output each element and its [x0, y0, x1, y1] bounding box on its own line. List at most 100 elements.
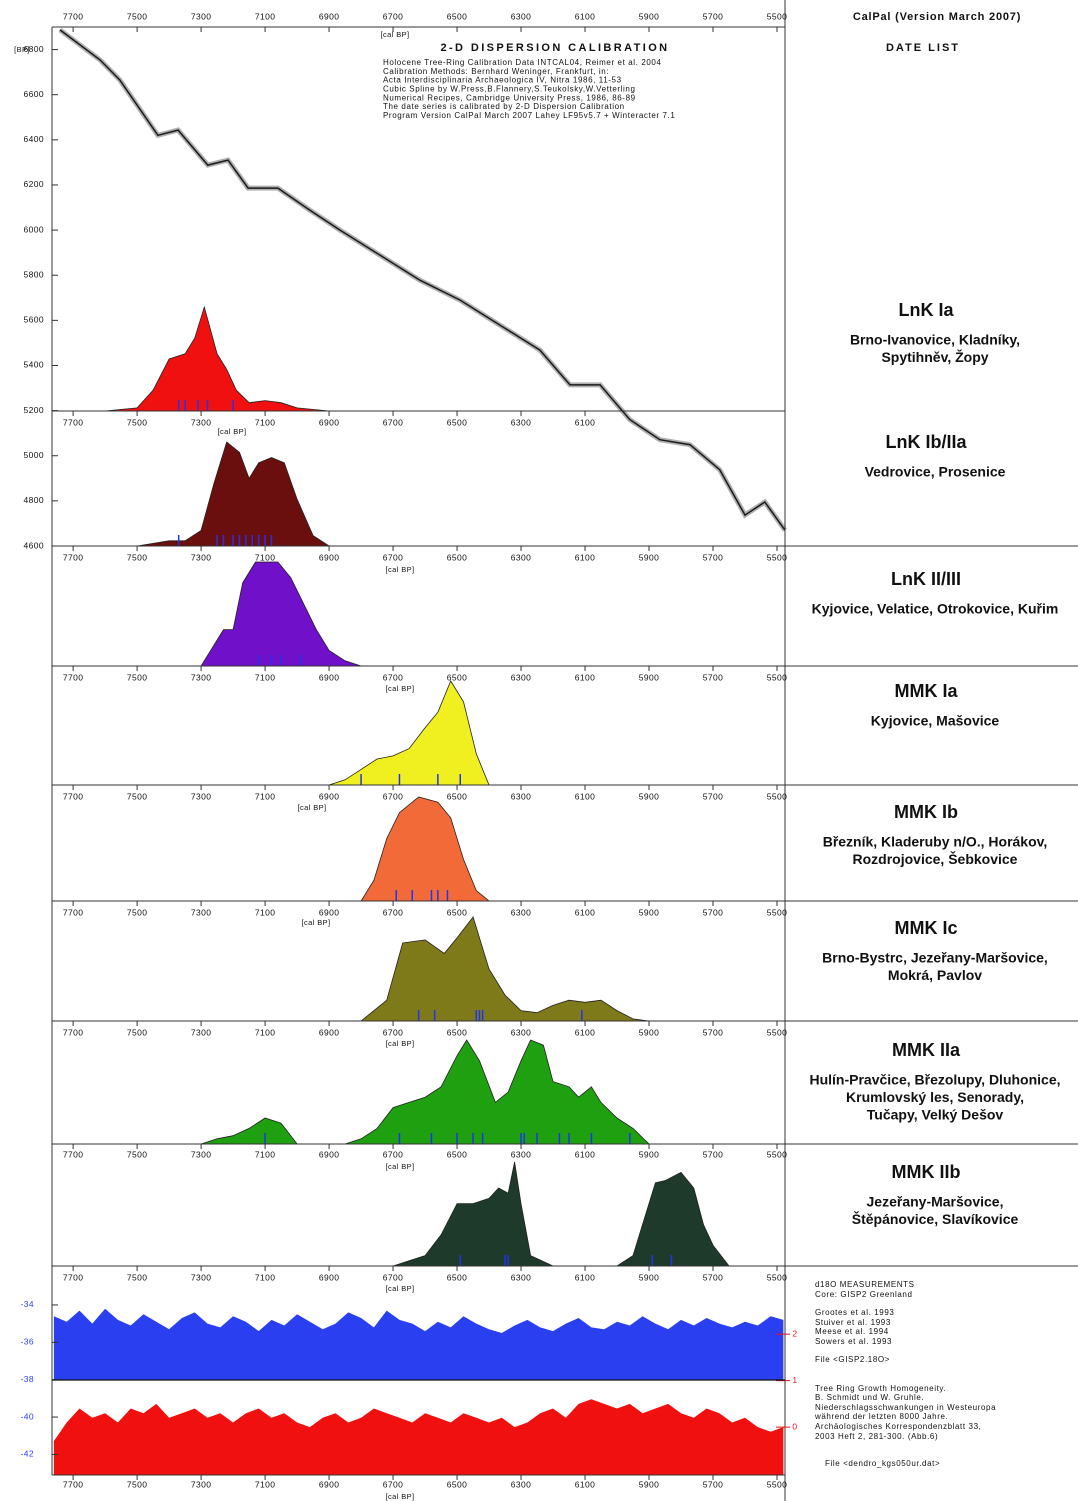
note: während der letzten 8000 Jahre.: [814, 1412, 948, 1421]
x-tick-label: 6900: [319, 1479, 340, 1489]
note: Holocene Tree-Ring Calibration Data INTC…: [383, 58, 662, 67]
x-tick-label: 7700: [63, 791, 84, 801]
x-tick-label: 5500: [767, 907, 788, 917]
x-tick-label: 7500: [127, 417, 148, 427]
x-tick-label: 5700: [703, 672, 724, 682]
x-tick-label: 6900: [319, 672, 340, 682]
x-tick-label: 7500: [127, 1272, 148, 1282]
x-tick-label: 6500: [447, 1272, 468, 1282]
x-tick-label: 6900: [319, 1149, 340, 1159]
x-axis-label: [cal BP]: [385, 1039, 414, 1048]
y-tick-label: -42: [21, 1449, 35, 1459]
x-tick-label: 6500: [447, 1027, 468, 1037]
y-tick-label: 6000: [23, 224, 44, 234]
x-tick-label: 6300: [511, 791, 532, 801]
note: 2003 Heft 2, 281-300. (Abb.6): [815, 1432, 938, 1441]
x-tick-label: 6100: [575, 417, 596, 427]
note: The date series is calibrated by 2-D Dis…: [383, 102, 625, 111]
period-name: LnK Ib/IIa: [886, 432, 968, 452]
x-tick-label: 6100: [575, 1272, 596, 1282]
density-area: [360, 796, 491, 902]
period-name: MMK IIb: [892, 1162, 961, 1182]
x-tick-label: 6700: [383, 1027, 404, 1037]
x-tick-label: 7700: [63, 907, 84, 917]
note: File <GISP2.18O>: [815, 1355, 890, 1364]
x-tick-label: 7100: [255, 1149, 276, 1159]
x-axis-label: [cal BP]: [380, 30, 409, 39]
plot-layer: [53, 27, 788, 1475]
x-tick-label: 7300: [191, 672, 212, 682]
density-area: [328, 680, 490, 786]
x-tick-label: 5700: [703, 1027, 724, 1037]
x-tick-label: 6700: [383, 1149, 404, 1159]
note: Stuiver et al. 1993: [815, 1318, 891, 1327]
site-list: Kyjovice, Velatice, Otrokovice, Kuřim: [812, 601, 1059, 617]
x-tick-label: 6900: [319, 552, 340, 562]
x-tick-label: 7500: [127, 907, 148, 917]
x-tick-label: 6900: [319, 1272, 340, 1282]
x-axis-label: [cal BP]: [217, 427, 246, 436]
x-tick-label: 7700: [63, 672, 84, 682]
x-tick-label: 7700: [63, 1027, 84, 1037]
x-tick-label: 6700: [383, 672, 404, 682]
x-tick-label: 5500: [767, 552, 788, 562]
x-tick-label: 5500: [767, 1149, 788, 1159]
note: Core: GISP2 Greenland: [815, 1290, 913, 1299]
y-tick-label: 6200: [23, 179, 44, 189]
x-tick-label: 7300: [191, 417, 212, 427]
x-tick-label: 5700: [703, 1272, 724, 1282]
tree-ring-area: [53, 1399, 784, 1475]
x-tick-label: 7700: [63, 417, 84, 427]
list-title: DATE LIST: [886, 42, 960, 54]
site-list: Mokrá, Pavlov: [888, 967, 982, 983]
x-tick-label: 6300: [511, 907, 532, 917]
y-tick-label: 5600: [23, 315, 44, 325]
period-name: MMK Ib: [894, 802, 958, 822]
x-tick-label: 6100: [575, 1027, 596, 1037]
x-tick-label: 6100: [575, 552, 596, 562]
x-tick-label: 5700: [703, 1479, 724, 1489]
y-tick-label: 4600: [23, 540, 44, 550]
d18o-area: [53, 1308, 784, 1380]
x-tick-label: 6700: [383, 1479, 404, 1489]
x-tick-label: 6700: [383, 1272, 404, 1282]
x-tick-label: 6500: [447, 552, 468, 562]
site-list: Tučapy, Velký Dešov: [867, 1107, 1004, 1123]
x-tick-label: 7100: [255, 907, 276, 917]
density-area: [137, 441, 331, 547]
y-axis-label: [BP]: [14, 45, 30, 54]
x-axis-label: [cal BP]: [385, 1284, 414, 1293]
x-tick-label: 5500: [767, 11, 788, 21]
x-tick-label: 6300: [511, 1149, 532, 1159]
x-tick-label: 7500: [127, 791, 148, 801]
x-axis-label: [cal BP]: [385, 1492, 414, 1501]
app-title: CalPal (Version March 2007): [853, 11, 1021, 23]
x-tick-label: 7700: [63, 1149, 84, 1159]
x-tick-label: 7700: [63, 11, 84, 21]
y-tick-label: -34: [21, 1299, 35, 1309]
y-tick-label: -38: [21, 1374, 35, 1384]
x-tick-label: 7100: [255, 11, 276, 21]
x-tick-label: 7100: [255, 672, 276, 682]
x-axis-label: [cal BP]: [385, 1162, 414, 1171]
x-tick-label: 5700: [703, 1149, 724, 1159]
x-tick-label: 6900: [319, 791, 340, 801]
x-tick-label: 7700: [63, 1272, 84, 1282]
x-tick-label: 5900: [639, 1027, 660, 1037]
x-tick-label: 5700: [703, 791, 724, 801]
x-tick-label: 5900: [639, 1149, 660, 1159]
x-tick-label: 7100: [255, 791, 276, 801]
x-tick-label: 6500: [447, 672, 468, 682]
x-tick-label: 6100: [575, 791, 596, 801]
y2-tick-label: 1: [792, 1375, 797, 1385]
x-tick-label: 6500: [447, 11, 468, 21]
period-name: LnK Ia: [898, 300, 954, 320]
x-tick-label: 6300: [511, 672, 532, 682]
x-tick-label: 7500: [127, 672, 148, 682]
x-axis-label: [cal BP]: [297, 803, 326, 812]
period-name: MMK IIa: [892, 1040, 961, 1060]
x-axis-label: [cal BP]: [385, 565, 414, 574]
y2-tick-label: 2: [792, 1328, 797, 1338]
x-tick-label: 7100: [255, 1027, 276, 1037]
site-list: Štěpánovice, Slavíkovice: [852, 1210, 1019, 1227]
